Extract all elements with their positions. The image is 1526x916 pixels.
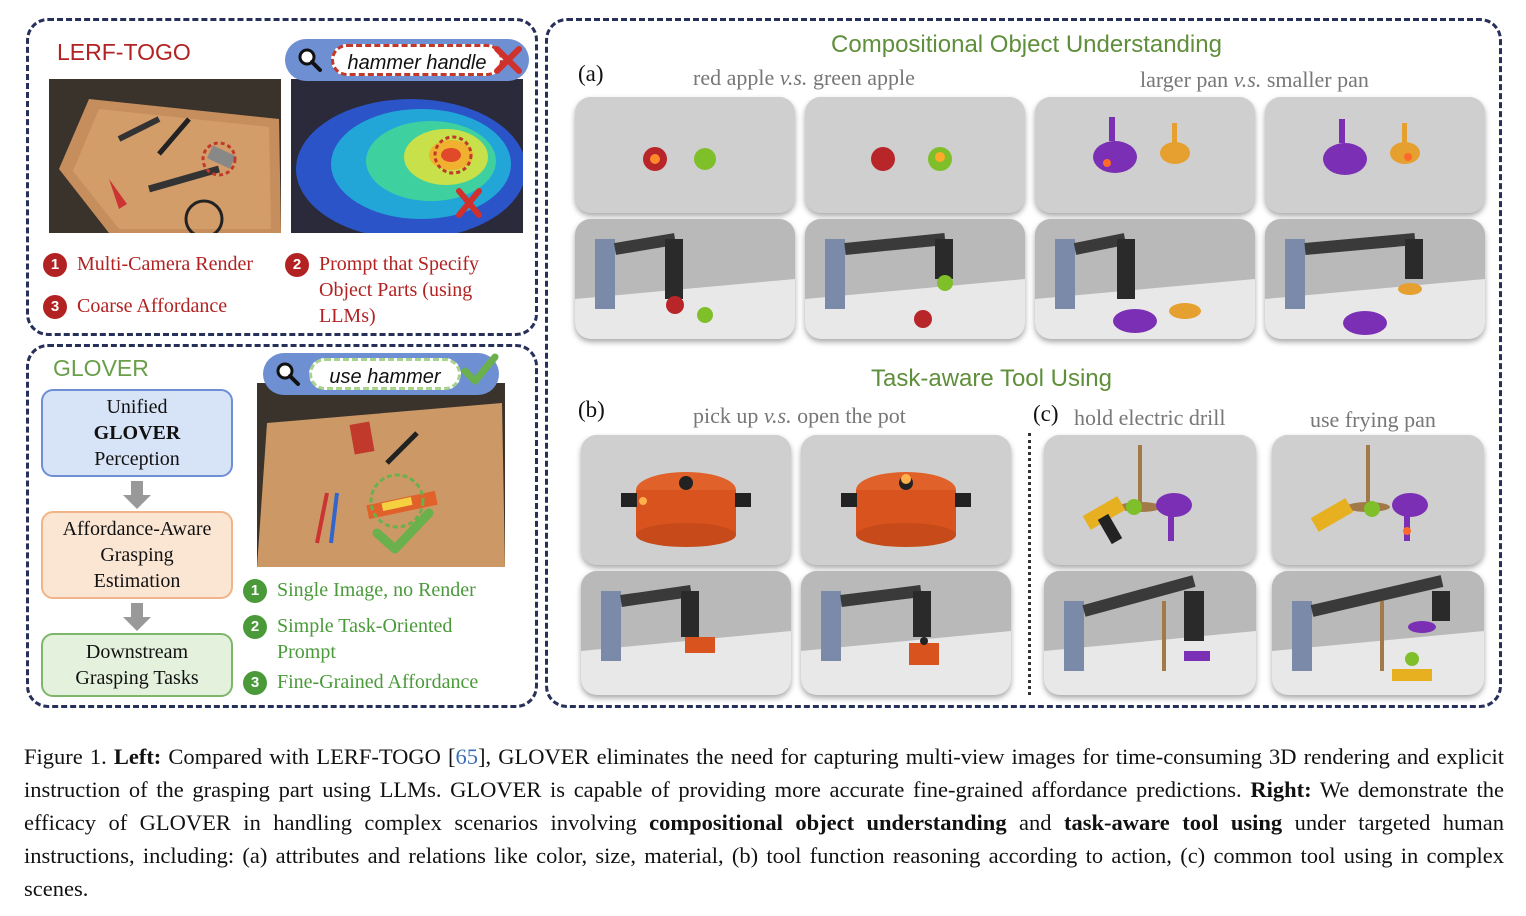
glover-item-2: 2 Simple Task-Oriented Prompt (243, 613, 513, 665)
robot-grasp-thumb (581, 571, 791, 695)
lerf-item-1: 1 Multi-Camera Render (43, 251, 283, 277)
robot-grasp-thumb (1265, 219, 1485, 339)
pan-heatmap-thumb (1265, 97, 1485, 213)
check-icon (372, 508, 434, 554)
caption-text: red apple (693, 65, 780, 90)
caption-text: open the pot (791, 403, 906, 428)
glover-item-text: Simple Task-Oriented Prompt (277, 615, 453, 663)
flow-box-line: GLOVER (93, 422, 181, 444)
pan-heatmap-thumb (1035, 97, 1255, 213)
lerf-item-2: 2 Prompt that Specify Object Parts (usin… (285, 251, 517, 329)
section-title-tool-using: Task-aware Tool Using (871, 365, 1112, 392)
glover-item-text: Single Image, no Render (277, 579, 476, 601)
caption-text: Compared with LERF-TOGO [ (168, 744, 456, 769)
arrow-down-icon (123, 481, 151, 509)
lerf-item-text: Multi-Camera Render (77, 253, 254, 275)
caption-text: pick up (693, 403, 764, 428)
lerf-item-text: Coarse Affordance (77, 295, 228, 317)
lerf-render-photo (49, 79, 281, 233)
robot-grasp-thumb (805, 219, 1025, 339)
caption-pan: larger pan v.s. smaller pan (1140, 67, 1369, 93)
pot-heatmap-thumb (801, 435, 1011, 565)
check-icon (461, 353, 499, 385)
caption-frying-pan: use frying pan (1310, 407, 1436, 432)
glover-query-text: use hammer (309, 358, 461, 390)
glover-item-1: 1 Single Image, no Render (243, 577, 513, 603)
caption-text: smaller pan (1261, 67, 1369, 92)
subfig-label-b: (b) (578, 397, 605, 422)
robot-grasp-thumb (1272, 571, 1484, 695)
figure-caption: Figure 1. Left: Compared with LERF-TOGO … (24, 740, 1504, 905)
glover-title: GLOVER (53, 355, 149, 381)
robot-grasp-thumb (1035, 219, 1255, 339)
lerf-query-text: hammer handle (331, 44, 503, 76)
robot-grasp-thumb (801, 571, 1011, 695)
caption-pot: pick up v.s. open the pot (693, 403, 906, 429)
flow-box-text: Affordance-Aware Grasping Estimation (62, 518, 212, 592)
drill-heatmap-thumb (1044, 435, 1256, 565)
caption-drill: hold electric drill (1074, 405, 1226, 430)
glover-panel: GLOVER Unified GLOVER Perception Afforda… (26, 344, 538, 708)
apple-heatmap-thumb (575, 97, 795, 213)
flow-box-line: Unified (106, 396, 168, 418)
caption-vs: v.s. (763, 403, 792, 428)
citation-link[interactable]: 65 (455, 744, 479, 769)
caption-text: green apple (807, 65, 915, 90)
search-icon (276, 362, 300, 386)
robot-grasp-thumb (1044, 571, 1256, 695)
results-panel: Compositional Object Understanding (a) r… (545, 18, 1502, 708)
pot-heatmap-thumb (581, 435, 791, 565)
separator-line (1028, 433, 1031, 695)
lerf-togo-title: LERF-TOGO (57, 39, 191, 65)
robot-grasp-thumb (575, 219, 795, 339)
caption-vs: v.s. (779, 65, 808, 90)
lerf-search-bar: hammer handle (285, 39, 529, 81)
caption-text: larger pan (1140, 67, 1234, 92)
number-badge: 2 (243, 615, 267, 639)
wrong-cross-icon (494, 46, 522, 74)
arrow-down-icon (123, 603, 151, 631)
caption-bold-term: task-aware tool using (1063, 810, 1283, 835)
flow-box-downstream: Downstream Grasping Tasks (41, 633, 233, 697)
flow-box-perception: Unified GLOVER Perception (41, 389, 233, 477)
lerf-item-3: 3 Coarse Affordance (43, 293, 283, 319)
search-icon (298, 48, 322, 72)
figure-number: Figure 1. (24, 744, 107, 769)
caption-bold-term: compositional object understanding (649, 810, 1007, 835)
caption-text: ], GLOVER eliminates the need for captur… (24, 744, 1505, 802)
lerf-togo-panel: LERF-TOGO (26, 18, 538, 336)
apple-heatmap-thumb (805, 97, 1025, 213)
lerf-item-text: Prompt that Specify Object Parts (using … (319, 253, 479, 327)
glover-item-3: 3 Fine-Grained Affordance (243, 669, 513, 695)
flow-box-line: Perception (94, 448, 180, 470)
caption-text: under targeted human instructions, inclu… (24, 810, 1504, 901)
subfig-label-c: (c) (1033, 401, 1059, 426)
flow-box-text: Downstream Grasping Tasks (75, 641, 199, 689)
pan-heatmap-thumb (1272, 435, 1484, 565)
caption-apple: red apple v.s. green apple (693, 65, 915, 91)
caption-left-label: Left: (113, 744, 162, 769)
flow-box-grasping: Affordance-Aware Grasping Estimation (41, 511, 233, 599)
caption-vs: v.s. (1233, 67, 1262, 92)
glover-item-text: Fine-Grained Affordance (277, 671, 479, 693)
caption-right-label: Right: (1250, 777, 1312, 802)
number-badge: 1 (43, 253, 67, 277)
wrong-cross-icon (456, 188, 482, 218)
number-badge: 1 (243, 579, 267, 603)
section-title-compositional: Compositional Object Understanding (831, 31, 1222, 58)
caption-text: and (1019, 810, 1052, 835)
caption-text: We demonstrate the efficacy of GLOVER in… (24, 777, 1505, 835)
glover-photo (257, 383, 505, 567)
lerf-heatmap-photo (291, 79, 523, 233)
subfig-label-a: (a) (578, 61, 604, 86)
number-badge: 2 (285, 253, 309, 277)
glover-search-bar: use hammer (263, 353, 499, 395)
number-badge: 3 (243, 671, 267, 695)
number-badge: 3 (43, 295, 67, 319)
